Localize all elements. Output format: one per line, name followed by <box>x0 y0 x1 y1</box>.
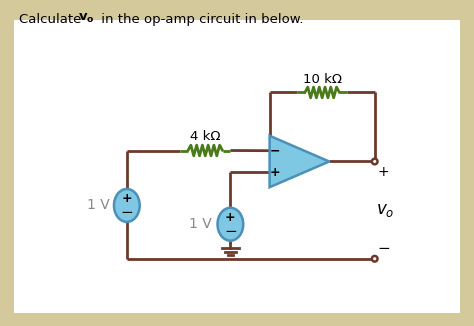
Text: −: − <box>224 224 237 239</box>
Text: +: + <box>270 166 280 179</box>
Text: 1 V: 1 V <box>190 217 212 231</box>
Ellipse shape <box>218 208 243 241</box>
Text: $\mathbf{v_o}$: $\mathbf{v_o}$ <box>78 11 95 24</box>
Text: in the op-amp circuit in below.: in the op-amp circuit in below. <box>97 13 304 26</box>
Text: 4 kΩ: 4 kΩ <box>190 130 220 143</box>
Text: −: − <box>377 241 390 256</box>
Text: $v_o$: $v_o$ <box>376 201 395 219</box>
Circle shape <box>372 159 377 164</box>
Text: −: − <box>270 144 280 157</box>
Text: 1 V: 1 V <box>87 199 109 213</box>
Text: +: + <box>225 211 236 224</box>
Text: 10 kΩ: 10 kΩ <box>303 73 342 86</box>
Text: Calculate: Calculate <box>19 13 86 26</box>
Circle shape <box>372 256 377 261</box>
Ellipse shape <box>114 189 140 222</box>
Text: +: + <box>378 165 389 179</box>
Polygon shape <box>270 136 329 187</box>
Text: +: + <box>121 192 132 205</box>
Text: −: − <box>120 205 133 220</box>
